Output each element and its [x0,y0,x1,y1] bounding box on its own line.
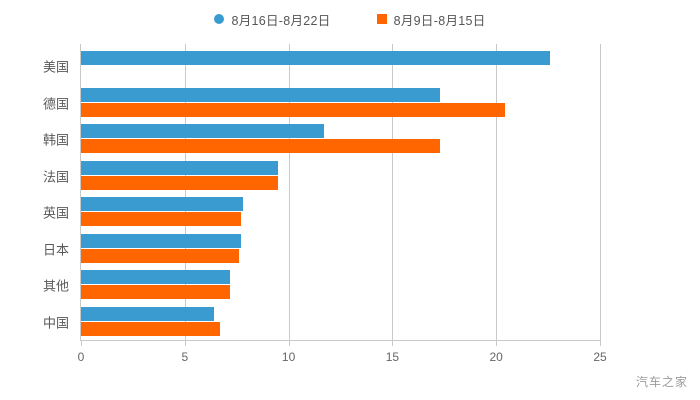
x-tick-label: 5 [181,350,189,364]
gridline-x-10 [288,44,290,340]
gridline-x-15 [392,44,394,340]
chart-band: 英国 [43,194,600,231]
x-tick-mark-10 [288,340,290,346]
gridline-x-5 [184,44,186,340]
chart-band: 德国 [43,85,600,122]
x-tick-label: 25 [593,350,607,364]
bar-current[interactable] [81,160,279,175]
x-tick-label: 10 [281,350,296,364]
x-tick-mark-5 [184,340,186,346]
gridline-x-20 [496,44,498,340]
category-label: 日本 [42,242,69,258]
bar-previous[interactable] [81,102,505,117]
bar-current[interactable] [81,51,551,65]
bar-current[interactable] [81,270,231,284]
category-label: 其他 [42,278,69,294]
legend-marker-circle-icon [214,14,225,24]
bar-current[interactable] [81,87,441,102]
chart-band: 韩国 [43,121,600,158]
x-axis-line [80,340,601,341]
legend-label: 8月16日-8月22日 [231,13,331,28]
bar-current[interactable] [81,233,241,248]
y-axis-line [80,44,81,340]
chart-band: 日本 [43,231,600,268]
bar-previous[interactable] [81,248,239,263]
plot-area: 0 5 10 15 20 25 美国德国韩国法国英国日本其他中国 [43,44,607,364]
chart-band: 法国 [43,158,600,195]
x-tick-mark-25 [600,340,601,346]
chart-band: 其他 [43,267,600,304]
bar-previous[interactable] [81,285,231,299]
bar-current[interactable] [81,306,214,321]
category-label: 德国 [42,96,69,112]
x-tick-mark-0 [81,340,82,346]
x-tick-label: 20 [489,350,503,364]
bar-current[interactable] [81,124,324,138]
gridline-x-25 [600,44,601,340]
x-tick-label: 0 [77,350,85,364]
bar-previous[interactable] [81,321,221,336]
bar-previous[interactable] [81,175,279,190]
bar-current[interactable] [81,197,243,211]
bar-previous[interactable] [81,139,441,153]
x-tick-mark-15 [392,340,394,346]
category-label: 英国 [42,205,69,221]
chart-band: 中国 [43,304,600,341]
watermark: 汽车之家 [635,375,688,389]
x-tick-mark-20 [496,340,498,346]
legend-label: 8月9日-8月15日 [393,13,486,28]
category-label: 法国 [42,169,69,185]
category-label: 美国 [42,59,69,75]
category-label: 中国 [42,315,69,331]
chart-legend: 8月16日-8月22日 8月9日-8月15日 [0,6,700,32]
legend-marker-square-icon [376,14,387,24]
legend-item-week-aug9-aug15[interactable]: 8月9日-8月15日 [376,10,486,29]
legend-item-week-aug16-aug22[interactable]: 8月16日-8月22日 [214,10,330,29]
category-label: 韩国 [42,132,69,148]
chart-band: 美国 [43,48,600,85]
bar-previous[interactable] [81,212,241,226]
x-tick-label: 15 [385,350,400,364]
